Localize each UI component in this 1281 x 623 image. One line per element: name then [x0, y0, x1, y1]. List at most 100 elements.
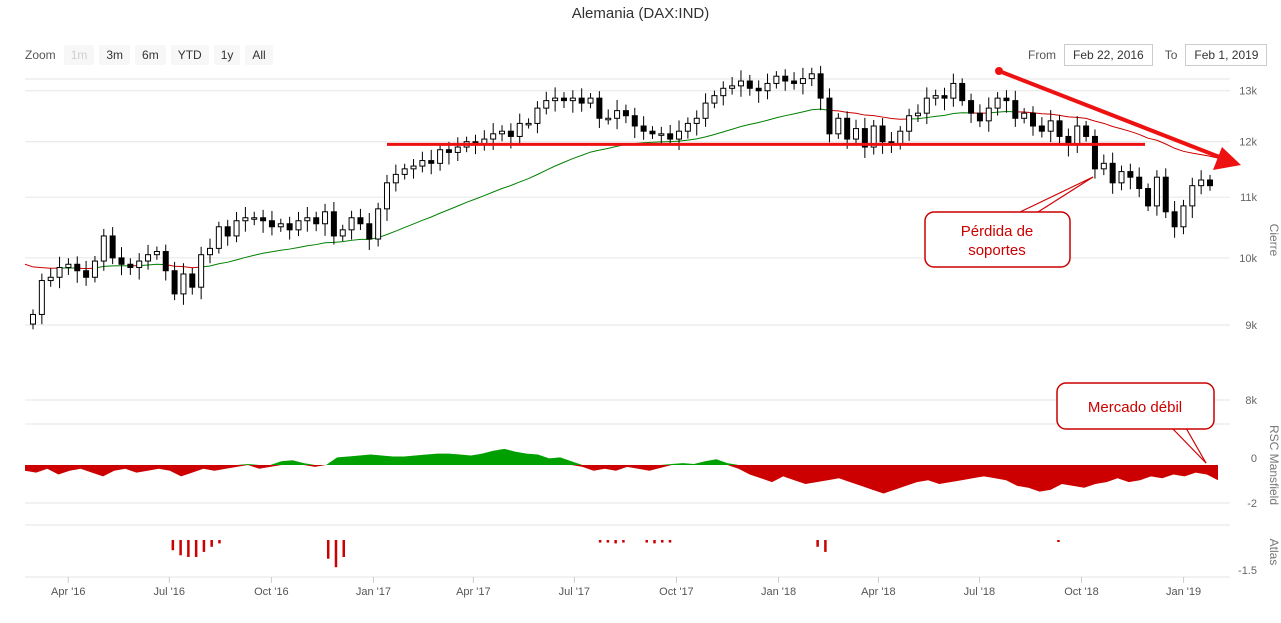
atlas-bar [653, 540, 656, 544]
atlas-bar [202, 540, 206, 552]
candle-body [286, 223, 293, 231]
candle-body [1021, 112, 1028, 119]
moving-average-red [1015, 111, 1219, 159]
candle-body [729, 85, 736, 89]
to-date-input[interactable]: Feb 1, 2019 [1185, 44, 1268, 66]
candle-body [799, 78, 806, 84]
candle-body [56, 266, 63, 278]
candle-body [640, 125, 647, 132]
moving-average-red [829, 109, 910, 120]
rsc-positive-area [25, 448, 1218, 465]
candle-body [950, 82, 957, 99]
candle-body [959, 82, 966, 102]
annotations: Pérdida de soportes Mercado débil [924, 67, 1241, 464]
candle-body [109, 235, 116, 259]
candle-body [853, 128, 860, 140]
chart-title: Alemania (DAX:IND) [571, 5, 710, 22]
candle-body [1189, 185, 1196, 207]
y-tick-label: 8k [1245, 395, 1257, 407]
candle-body [516, 122, 523, 137]
candle-body [127, 263, 134, 268]
zoom-3m-button[interactable]: 3m [99, 45, 131, 65]
rsc-tick-label: -2 [1247, 498, 1257, 510]
candle-body [1030, 112, 1037, 127]
candle-body [171, 270, 178, 295]
candle-body [437, 149, 444, 164]
x-tick-label: Jul '17 [559, 586, 590, 598]
moving-average-green [201, 108, 830, 268]
zoom-bar: Zoom 1m 3m 6m YTD 1y All [25, 45, 278, 65]
y-tick-label: 9k [1245, 320, 1257, 332]
x-tick-label: Apr '17 [456, 586, 491, 598]
candle-body [861, 128, 868, 148]
candle-body [985, 107, 992, 122]
candle-body [251, 217, 258, 220]
candle-body [1127, 171, 1134, 178]
trend-arrow-line [998, 69, 1223, 160]
candle-body [30, 313, 36, 325]
candle-body [91, 260, 98, 278]
candle-body [38, 280, 45, 315]
candle-body [189, 273, 196, 288]
candle-body [879, 125, 886, 143]
support-loss-bubble [924, 211, 1071, 268]
candle-body [676, 130, 683, 140]
weak-market-bubble [1056, 382, 1215, 430]
candle-body [401, 168, 408, 175]
candle-body [507, 130, 514, 137]
candle-body [1153, 176, 1160, 207]
x-axis-ticks: Apr '16 Jul '16 Oct '16 Jan '17 Apr '17 Jul '… [51, 577, 1201, 598]
atlas-bar [218, 540, 221, 544]
zoom-6m-button[interactable]: 6m [135, 45, 166, 65]
candle-body [826, 97, 833, 135]
candle-body [366, 223, 373, 240]
candle-body [693, 117, 700, 124]
candle-body [1074, 125, 1081, 145]
candle-body [569, 97, 576, 102]
candle-body [968, 100, 975, 114]
support-loss-pointer-b [1037, 176, 1094, 213]
moving-average-green [988, 111, 1016, 114]
atlas-bar [342, 540, 346, 557]
from-date-input[interactable]: Feb 22, 2016 [1064, 44, 1153, 66]
zoom-1m-button[interactable]: 1m [63, 45, 95, 65]
atlas-bar [1057, 540, 1060, 542]
atlas-tick-label: -1.5 [1238, 565, 1257, 577]
candle-body [737, 80, 744, 87]
candle-body [631, 115, 638, 127]
candle-body [1091, 135, 1098, 170]
candle-body [923, 97, 930, 114]
weak-market-text: Mercado débil [1088, 399, 1182, 416]
y-tick-label: 10k [1239, 253, 1257, 265]
candle-body [47, 276, 54, 282]
candle-body [1109, 162, 1116, 184]
candle-body [1012, 100, 1019, 119]
candle-body [897, 130, 904, 145]
candle-body [330, 211, 337, 237]
candle-body [419, 160, 426, 167]
rsc-tick-label: 0 [1251, 453, 1257, 465]
candle-body [277, 223, 284, 228]
x-tick-label: Apr '16 [51, 586, 86, 598]
candle-body [1136, 176, 1143, 190]
candle-body [755, 87, 762, 92]
zoom-1y-button[interactable]: 1y [213, 45, 241, 65]
candle-body [773, 75, 780, 84]
x-tick-label: Jul '16 [154, 586, 185, 598]
candle-body [136, 260, 143, 268]
candle-body [764, 82, 771, 92]
x-tick-label: Apr '18 [861, 586, 896, 598]
x-tick-label: Jan '18 [761, 586, 796, 598]
candle-body [313, 217, 320, 225]
candle-body [658, 133, 665, 136]
candle-body [198, 254, 205, 288]
candle-body [304, 217, 311, 222]
candle-body [1100, 162, 1107, 170]
candle-body [383, 182, 390, 210]
candle-body [587, 97, 594, 104]
zoom-ytd-button[interactable]: YTD [170, 45, 209, 65]
atlas-bar [645, 540, 648, 543]
y-tick-label: 12k [1239, 137, 1257, 149]
zoom-all-button[interactable]: All [245, 45, 273, 65]
candle-body [65, 263, 72, 268]
